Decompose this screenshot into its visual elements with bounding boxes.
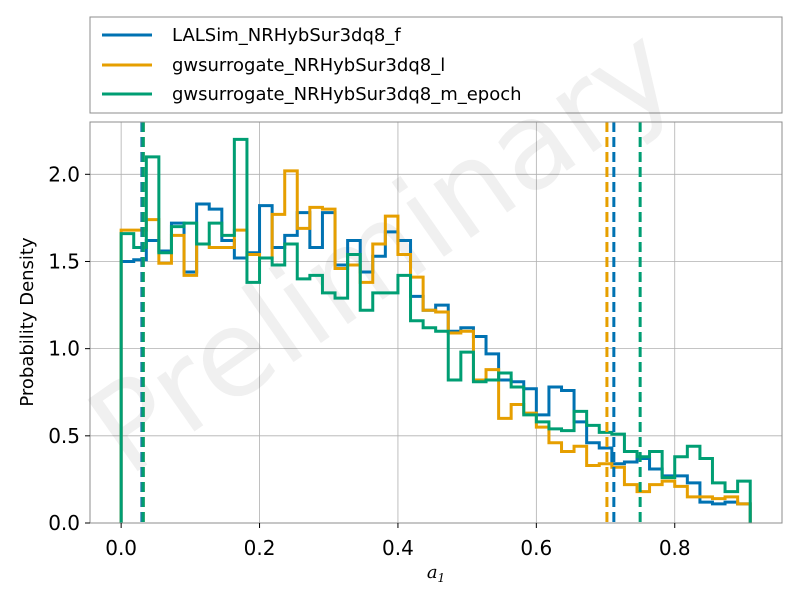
credible-interval-lines: [140, 122, 642, 523]
y-axis-label: Probability Density: [17, 237, 38, 407]
y-tick-label: 0.5: [48, 424, 80, 448]
y-axis-ticks: 0.0 0.5 1.0 1.5 2.0: [48, 162, 90, 535]
x-tick-label: 0.4: [382, 536, 414, 560]
y-tick-label: 0.0: [48, 511, 80, 535]
histogram-series-2: [119, 137, 752, 523]
x-tick-label: 0.0: [105, 536, 137, 560]
x-axis-ticks: 0.0 0.2 0.4 0.6 0.8: [105, 523, 691, 560]
x-tick-label: 0.6: [520, 536, 552, 560]
histogram-series-1: [119, 169, 752, 523]
grid: [90, 122, 782, 524]
legend-label-gwsurrogate-m-epoch: gwsurrogate_NRHybSur3dq8_m_epoch: [172, 84, 522, 105]
legend: LALSim_NRHybSur3dq8_f gwsurrogate_NRHybS…: [89, 16, 783, 114]
legend-label-gwsurrogate-l: gwsurrogate_NRHybSur3dq8_l: [172, 55, 445, 76]
x-tick-label: 0.8: [659, 536, 691, 560]
legend-label-lalsim: LALSim_NRHybSur3dq8_f: [172, 25, 401, 46]
x-axis-label: a1: [427, 562, 445, 585]
y-tick-label: 2.0: [48, 162, 80, 186]
y-tick-label: 1.5: [48, 249, 80, 273]
x-tick-label: 0.2: [244, 536, 276, 560]
y-tick-label: 1.0: [48, 337, 80, 361]
